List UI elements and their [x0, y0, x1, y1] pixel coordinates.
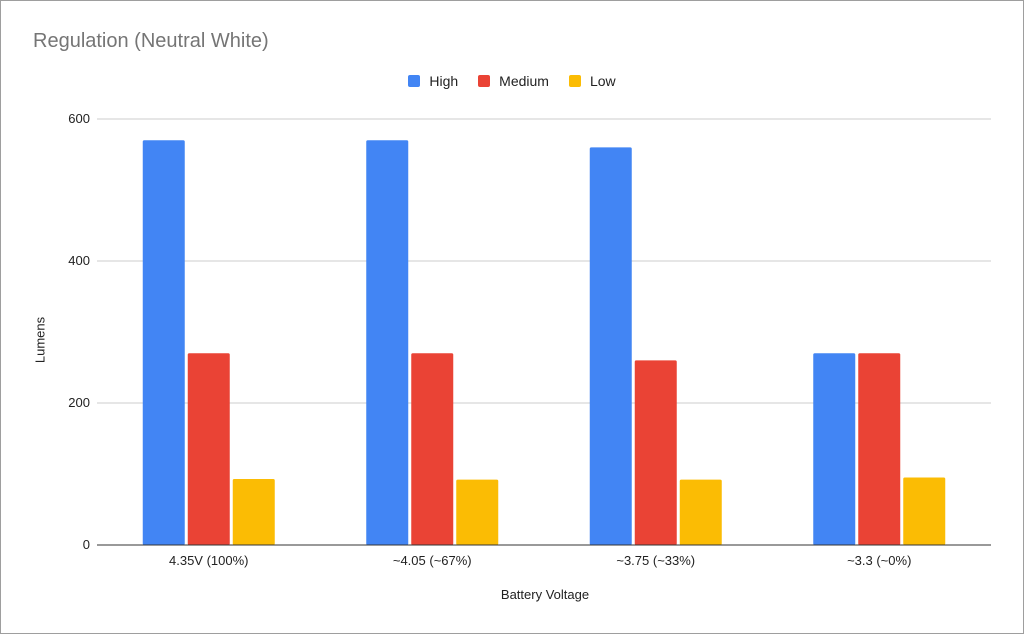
x-tick-label: ~4.05 (~67%)	[393, 553, 472, 568]
y-tick-label: 400	[68, 253, 90, 268]
x-tick-label: ~3.3 (~0%)	[847, 553, 911, 568]
bar-low	[232, 478, 275, 545]
bar-high	[366, 140, 409, 546]
legend-label-low: Low	[589, 73, 616, 89]
legend-swatch-high	[408, 75, 421, 87]
legend-item-high: High	[408, 73, 458, 89]
bar-low	[903, 477, 946, 545]
bar-low	[679, 479, 722, 545]
bar-low	[456, 479, 499, 545]
x-tick-label: 4.35V (100%)	[169, 553, 249, 568]
y-tick-label: 600	[68, 111, 90, 126]
x-tick-label: ~3.75 (~33%)	[616, 553, 695, 568]
legend-swatch-low	[568, 75, 581, 87]
bar-medium	[634, 360, 677, 545]
legend-label-medium: Medium	[499, 73, 549, 89]
bar-medium	[858, 353, 901, 545]
y-axis-title: Lumens	[32, 316, 48, 364]
legend-item-medium: Medium	[478, 73, 549, 89]
legend: High Medium Low	[0, 73, 1024, 89]
bar-high	[142, 140, 185, 546]
legend-label-high: High	[429, 73, 459, 89]
legend-item-low: Low	[568, 73, 616, 89]
bar-high	[589, 147, 632, 545]
y-tick-label: 200	[68, 395, 90, 410]
y-tick-label: 0	[83, 537, 90, 552]
bar-medium	[187, 353, 230, 545]
chart-title: Regulation (Neutral White)	[33, 30, 269, 52]
bar-medium	[411, 353, 454, 545]
x-axis-title: Battery Voltage	[500, 587, 590, 602]
legend-swatch-medium	[478, 75, 491, 87]
bar-high	[813, 353, 856, 545]
